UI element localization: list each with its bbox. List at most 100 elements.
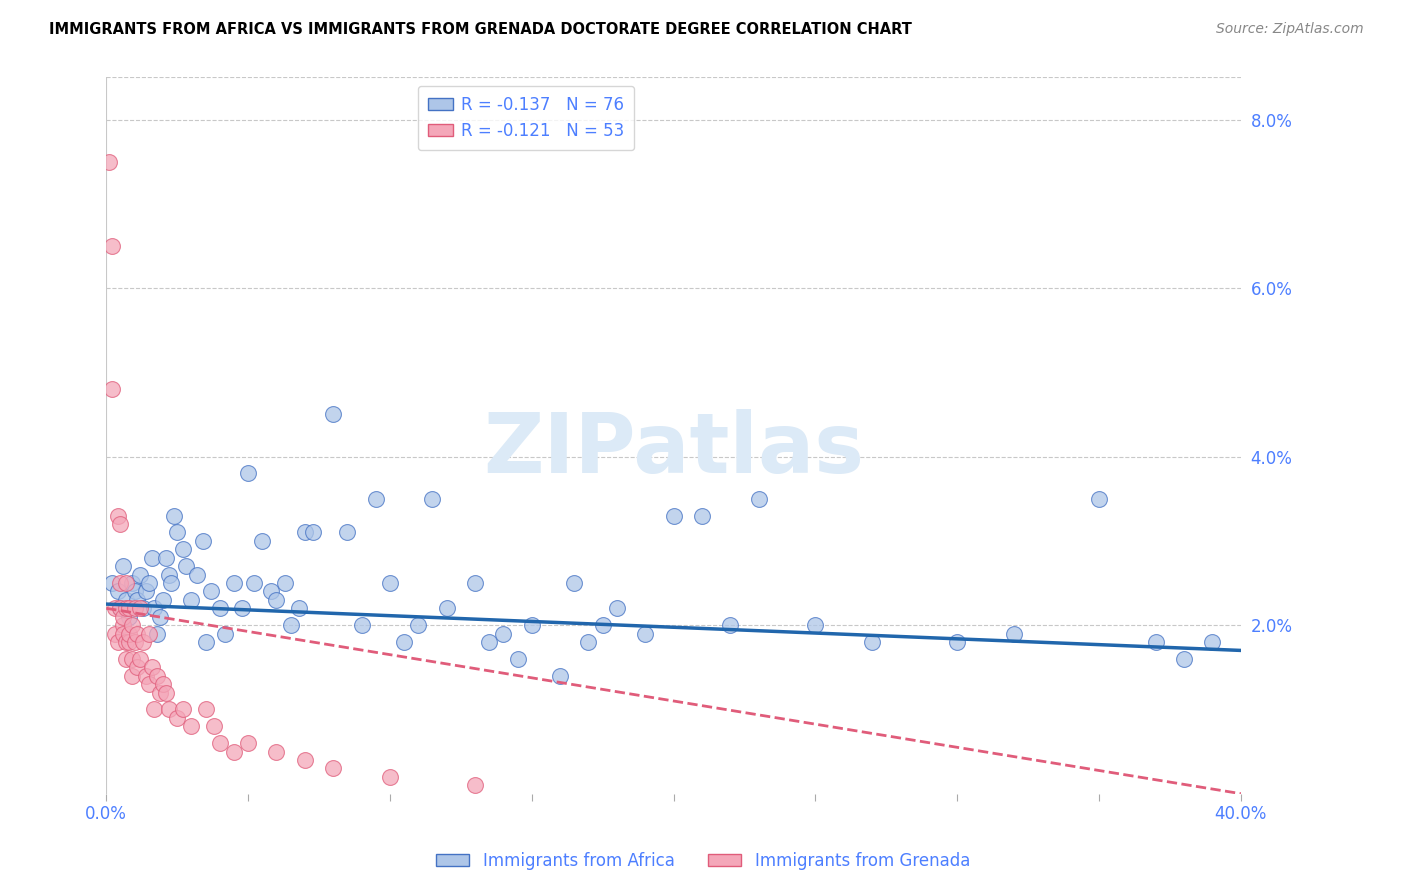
Point [378,770,401,784]
Point [166,525,188,540]
Point [112,559,135,574]
Point [163,508,186,523]
Point [115,652,138,666]
Point [157,702,180,716]
Point [506,652,529,666]
Point [322,761,344,775]
Point [804,618,827,632]
Point [236,467,259,481]
Point [172,702,194,716]
Point [280,618,302,632]
Point [107,635,129,649]
Point [288,601,311,615]
Point [242,576,264,591]
Point [194,702,217,716]
Point [101,382,124,396]
Point [138,677,160,691]
Point [718,618,741,632]
Point [121,669,143,683]
Point [135,584,157,599]
Point [112,609,135,624]
Point [520,618,543,632]
Point [634,626,657,640]
Point [101,239,124,253]
Point [562,576,585,591]
Point [860,635,883,649]
Point [592,618,614,632]
Point [231,601,253,615]
Point [294,753,316,767]
Point [152,677,174,691]
Point [127,660,149,674]
Point [208,601,231,615]
Point [152,592,174,607]
Point [392,635,415,649]
Point [121,576,143,591]
Point [110,516,132,531]
Point [202,719,225,733]
Point [266,592,288,607]
Point [464,778,486,792]
Text: Source: ZipAtlas.com: Source: ZipAtlas.com [1216,22,1364,37]
Point [406,618,429,632]
Point [266,745,288,759]
Point [110,601,132,615]
Point [132,601,155,615]
Point [302,525,325,540]
Legend: Immigrants from Africa, Immigrants from Grenada: Immigrants from Africa, Immigrants from … [429,846,977,877]
Point [146,669,169,683]
Point [464,576,486,591]
Point [107,584,129,599]
Point [118,609,141,624]
Point [222,576,245,591]
Point [98,154,121,169]
Point [107,508,129,523]
Point [690,508,713,523]
Point [222,745,245,759]
Point [294,525,316,540]
Point [112,626,135,640]
Point [141,660,163,674]
Point [478,635,501,649]
Point [138,626,160,640]
Point [1088,491,1111,506]
Point [115,601,138,615]
Point [336,525,359,540]
Point [236,736,259,750]
Point [1201,635,1223,649]
Point [160,576,183,591]
Point [155,685,177,699]
Point [436,601,458,615]
Point [129,601,152,615]
Point [104,626,127,640]
Point [127,626,149,640]
Point [155,550,177,565]
Point [194,635,217,649]
Point [186,567,208,582]
Point [157,567,180,582]
Point [748,491,770,506]
Point [1144,635,1167,649]
Point [143,702,166,716]
Point [946,635,969,649]
Point [132,635,155,649]
Point [180,592,202,607]
Point [101,576,124,591]
Point [115,635,138,649]
Text: IMMIGRANTS FROM AFRICA VS IMMIGRANTS FROM GRENADA DOCTORATE DEGREE CORRELATION C: IMMIGRANTS FROM AFRICA VS IMMIGRANTS FRO… [49,22,912,37]
Point [322,408,344,422]
Point [191,533,214,548]
Point [1173,652,1195,666]
Point [129,567,152,582]
Point [112,618,135,632]
Point [208,736,231,750]
Point [104,601,127,615]
Point [118,601,141,615]
Point [378,576,401,591]
Point [127,592,149,607]
Point [143,601,166,615]
Point [110,576,132,591]
Point [260,584,283,599]
Point [548,669,571,683]
Point [214,626,236,640]
